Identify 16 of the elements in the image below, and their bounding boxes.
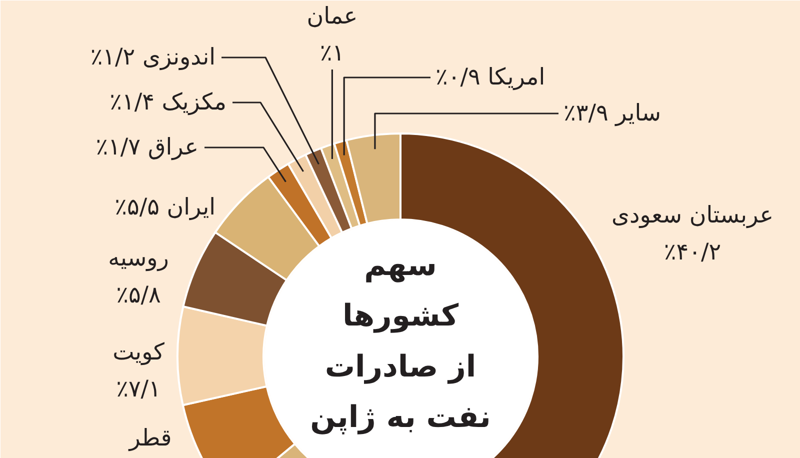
slice-label: اندونزی ٪۱/۲ [90,44,216,70]
slice-label: ایران ٪۵/۵ [114,194,216,220]
slice-label: مکزیک ٪۱/۴ [110,90,227,116]
slice-label: عربستان سعودی [612,202,774,228]
text: سهم کشورها از صادرات نفت به ژاپن [310,248,491,436]
slice-label: عراق ٪۱/۷ [96,134,199,160]
slice-label: عمان [306,4,358,30]
slice-label: امریکا ٪۰/۹ [436,64,546,90]
data-label: ٪۷/۱ [116,376,161,402]
slice-label: کویت [112,340,164,366]
slice-label: روسیه [108,246,169,272]
slice-label: سایر ٪۳/۹ [564,100,661,126]
data-label: ٪۵/۸ [116,282,161,308]
data-label: ٪۱ [320,40,345,66]
slice-label: قطر [128,426,172,452]
data-label: ٪۴۰/۲ [664,240,722,266]
